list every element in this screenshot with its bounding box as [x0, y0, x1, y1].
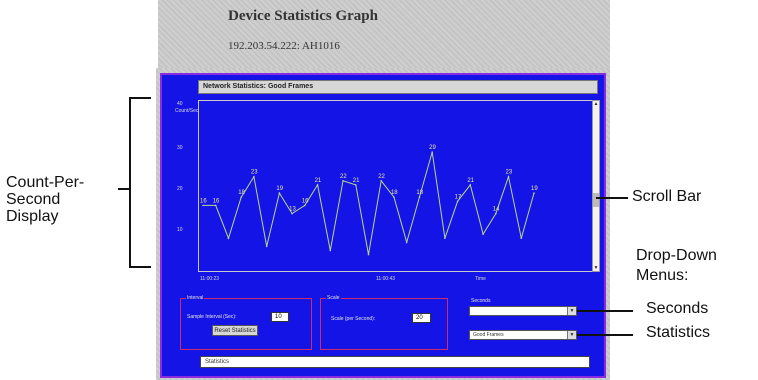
y-tick-30: 30	[177, 145, 183, 151]
seconds-dropdown[interactable]: ▼	[469, 306, 577, 316]
data-point	[253, 175, 255, 178]
data-point	[520, 237, 523, 239]
data-label: 19	[531, 186, 538, 192]
drop-down-menus-annotation: Drop-Down Menus:	[636, 246, 717, 286]
data-point	[367, 253, 370, 256]
data-point	[495, 212, 497, 215]
data-point	[431, 151, 433, 153]
data-point	[456, 200, 459, 203]
chevron-down-icon[interactable]: ▼	[567, 331, 576, 339]
y-axis-label: Count/Sec	[175, 108, 199, 114]
data-point	[342, 180, 344, 182]
interval-group	[180, 298, 312, 350]
data-point	[393, 196, 395, 198]
data-point	[507, 175, 510, 178]
data-label: 16	[200, 198, 207, 204]
reset-statistics-button[interactable]: Reset Statistics	[212, 325, 258, 336]
data-point	[316, 184, 319, 186]
data-point	[214, 204, 217, 207]
x-axis-label: Time	[475, 276, 486, 282]
data-label: 16	[302, 198, 309, 204]
scale-field[interactable]: 20	[412, 313, 431, 323]
sample-interval-label: Sample Interval (Sec):	[187, 314, 237, 320]
data-label: 21	[353, 178, 360, 184]
statistics-dropdown-value: Good Frames	[473, 332, 504, 338]
scale-label: Scale (per Second):	[331, 316, 376, 322]
annotation-line: Count-Per-	[6, 174, 85, 191]
interval-group-label: Interval	[186, 295, 205, 301]
scroll-down-arrow-icon[interactable]: ▼	[593, 265, 599, 271]
x-tick-mid: 11:00:43	[376, 276, 396, 282]
data-label: 16	[213, 198, 220, 204]
status-bar: Statistics	[200, 356, 590, 368]
data-point	[278, 192, 281, 194]
data-label: 22	[378, 174, 385, 180]
data-label: 19	[276, 186, 283, 192]
annotation-line: Drop-Down	[636, 247, 717, 264]
data-label: 18	[391, 190, 398, 196]
annotation-line: Menus:	[636, 267, 689, 284]
annotation-line: Second	[6, 191, 61, 208]
data-point	[265, 245, 268, 248]
data-label: 23	[251, 170, 258, 176]
bracket-vertical	[129, 97, 131, 268]
data-label: 13	[289, 207, 296, 213]
seconds-dropdown-label: Seconds	[471, 298, 491, 304]
scale-group	[320, 298, 448, 350]
data-point	[444, 237, 446, 239]
data-point	[533, 192, 535, 194]
chevron-down-icon[interactable]: ▼	[567, 307, 576, 315]
data-point	[202, 204, 204, 207]
bracket-top	[129, 97, 151, 99]
good-frames-series-line	[203, 151, 535, 255]
count-per-second-annotation: Count-Per- Second Display	[6, 174, 84, 225]
data-point	[240, 196, 242, 198]
annotation-line: Display	[6, 208, 59, 225]
y-tick-top: 40	[177, 101, 183, 107]
seconds-pointer	[577, 310, 633, 312]
statistics-annotation: Statistics	[646, 324, 711, 341]
data-point	[329, 249, 332, 252]
scroll-up-arrow-icon[interactable]: ▲	[593, 101, 599, 107]
y-tick-20: 20	[177, 186, 183, 192]
data-point	[469, 184, 472, 186]
data-label: 17	[455, 194, 462, 200]
scroll-bar-pointer	[596, 197, 628, 199]
scroll-bar-annotation: Scroll Bar	[632, 188, 702, 205]
data-point	[291, 212, 293, 215]
data-label: 22	[340, 174, 347, 180]
data-label: 23	[506, 170, 513, 176]
scale-group-label: Scale	[326, 295, 341, 301]
data-point	[354, 184, 357, 186]
sample-interval-field[interactable]: 10	[271, 312, 289, 322]
data-label: 14	[493, 207, 500, 213]
graph-scroll-bar[interactable]: ▲ ▼	[592, 100, 600, 272]
data-point	[405, 241, 408, 244]
data-point	[380, 180, 383, 182]
statistics-dropdown[interactable]: Good Frames ▼	[469, 330, 577, 340]
data-label: 21	[315, 178, 322, 184]
x-tick-start: 11:00:23	[200, 276, 220, 282]
data-point	[227, 237, 230, 239]
data-point	[304, 204, 306, 207]
statistic-title-bar: Network Statistics: Good Frames	[198, 80, 598, 94]
data-label: 18	[416, 190, 423, 196]
bracket-pointer	[118, 188, 130, 190]
page-title: Device Statistics Graph	[228, 8, 378, 24]
statistics-pointer	[577, 334, 633, 336]
scroll-thumb[interactable]	[593, 193, 599, 207]
data-label: 29	[429, 145, 436, 151]
seconds-annotation: Seconds	[646, 300, 709, 317]
count-per-second-display: 16 16 18 23 19 13 16 21 22 21 22 18 18 29 17 21 14 23 19	[198, 100, 596, 272]
line-chart: 16 16 18 23 19 13 16 21 22 21 22 18 18 29 17 21 14 23 19	[200, 145, 538, 256]
data-point	[418, 196, 421, 198]
y-tick-10: 10	[177, 227, 183, 233]
page-header: Device Statistics Graph 192.203.54.222: …	[158, 0, 610, 68]
data-point	[482, 233, 484, 235]
data-label: 21	[467, 178, 474, 184]
data-label: 18	[238, 190, 245, 196]
device-address: 192.203.54.222: AH1016	[228, 40, 340, 52]
bracket-bottom	[129, 266, 151, 268]
